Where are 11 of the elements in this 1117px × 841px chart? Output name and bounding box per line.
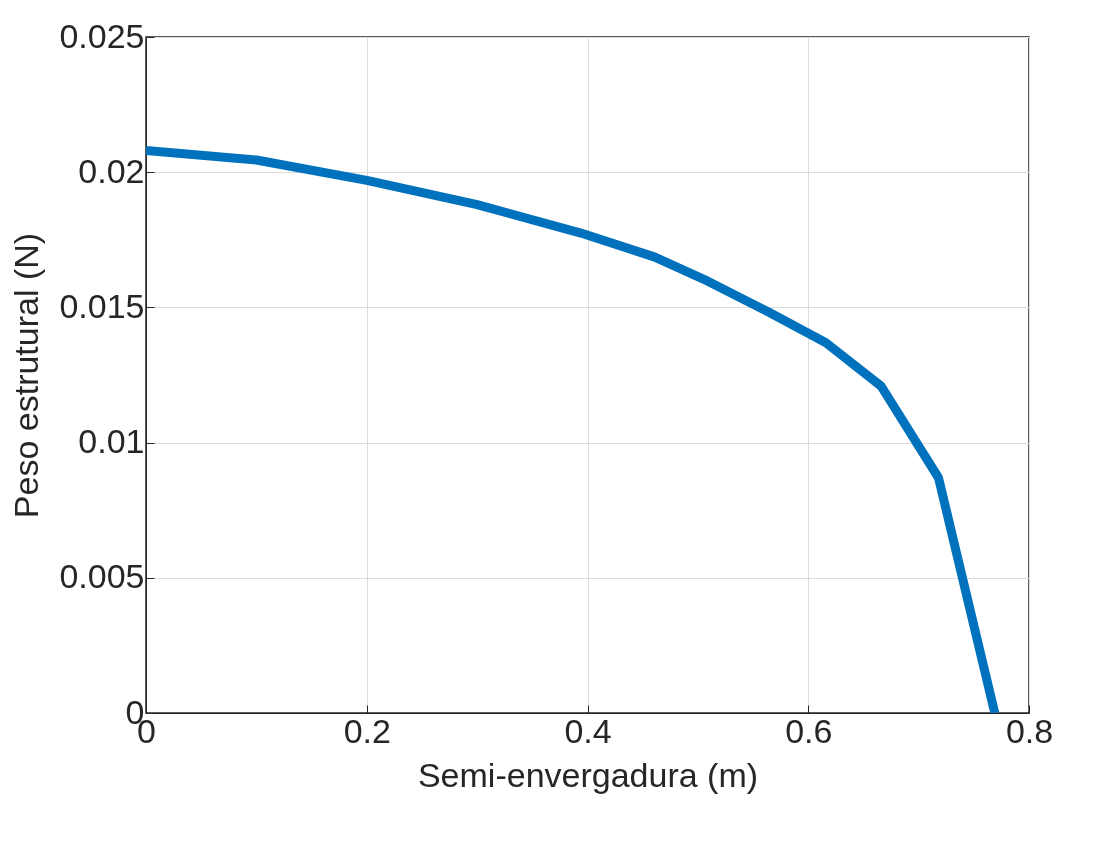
y-tick-label: 0.01 [78, 422, 145, 461]
y-tick-label: 0.025 [59, 16, 145, 55]
x-tick-label: 0.8 [1005, 711, 1054, 750]
x-tick-label: 0.2 [343, 711, 391, 750]
y-tick-label: 0.02 [78, 151, 145, 190]
y-axis-title: Peso estrutural (N) [7, 232, 46, 519]
y-tick-label: 0.005 [59, 557, 145, 596]
y-tick-label: 0.015 [59, 286, 145, 325]
x-axis-title: Semi-envergadura (m) [417, 755, 759, 794]
x-tick-label: 0.6 [785, 711, 833, 750]
x-tick-label: 0.4 [564, 711, 612, 750]
